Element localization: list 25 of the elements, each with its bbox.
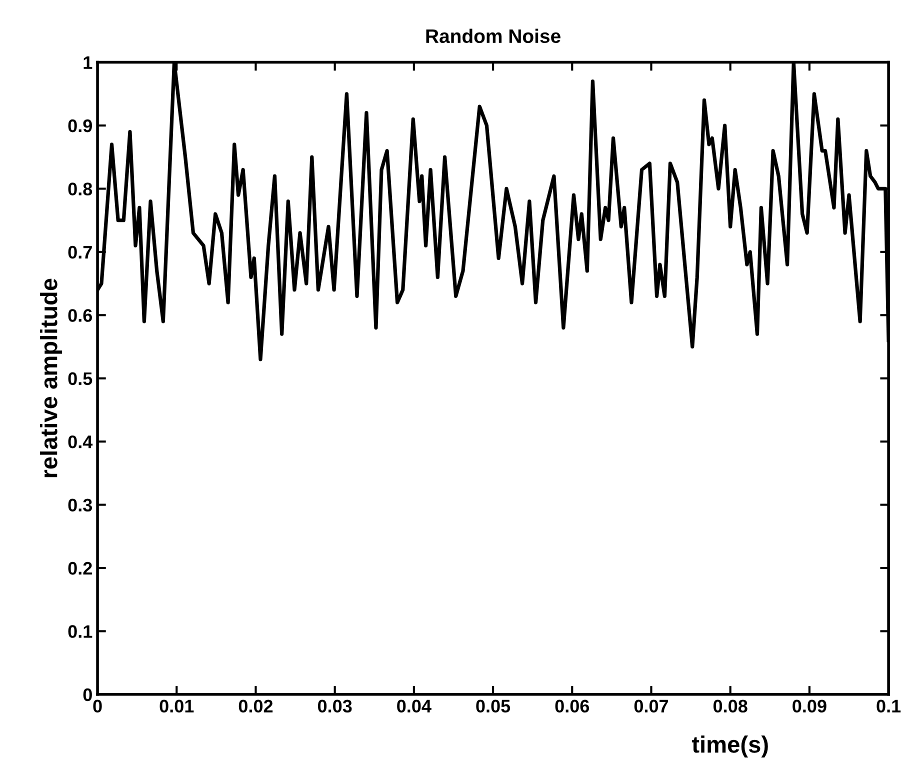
y-tick-label: 0.5 [68, 372, 92, 386]
x-axis-title: time(s) [692, 735, 768, 758]
y-axis-title: relative amplitude [40, 278, 62, 478]
y-tick-label: 0.4 [68, 435, 93, 448]
x-tick-label: 0.06 [555, 700, 590, 713]
y-tick-label: 0.1 [68, 625, 92, 638]
y-tick-label: 0.8 [68, 182, 92, 196]
x-tick-label: 0 [93, 700, 102, 713]
y-tick-label: 0 [83, 688, 92, 702]
x-tick-label: 0.03 [318, 700, 352, 713]
y-tick-label: 0.2 [68, 562, 92, 575]
y-tick-label: 0.7 [68, 246, 92, 259]
y-tick-label: 0.3 [68, 498, 92, 512]
x-tick-label: 0.08 [713, 700, 748, 713]
x-tick-label: 0.1 [876, 700, 901, 713]
x-tick-label: 0.07 [634, 700, 668, 713]
chart-title: Random Noise [426, 28, 560, 44]
x-tick-label: 0.04 [397, 700, 432, 713]
y-tick-label: 1 [84, 56, 92, 69]
x-tick-label: 0.09 [792, 700, 826, 713]
y-tick-label: 0.9 [68, 119, 92, 132]
x-tick-label: 0.05 [476, 700, 510, 713]
x-tick-label: 0.02 [238, 700, 273, 713]
y-tick-label: 0.6 [68, 309, 92, 322]
x-tick-label: 0.01 [160, 700, 194, 713]
